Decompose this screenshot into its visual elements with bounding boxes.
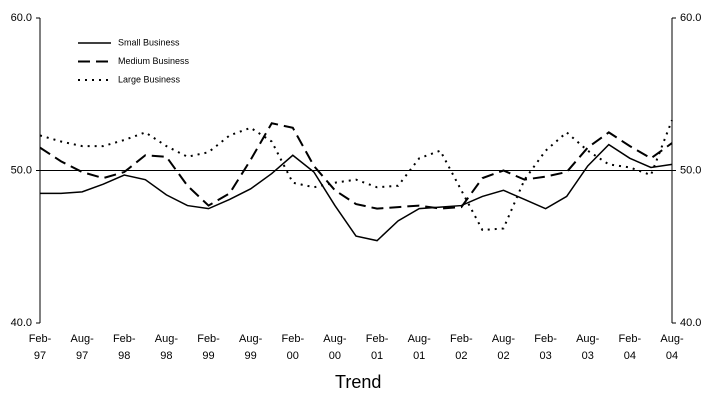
y-tick-label: 40.0 [11, 317, 32, 329]
series-line [39, 119, 673, 232]
chart-title: Trend [335, 372, 382, 392]
y-tick-label: 50.0 [11, 164, 32, 176]
x-tick-label: Aug-04 [660, 333, 684, 362]
x-tick-label: Feb-00 [281, 333, 305, 362]
x-tick-label: Aug-01 [407, 333, 431, 362]
x-tick-label: Feb-02 [450, 333, 473, 362]
x-tick-label: Aug-02 [491, 333, 516, 362]
series-line [39, 122, 673, 210]
legend-label: Small Business [118, 37, 180, 47]
legend-label: Medium Business [118, 56, 190, 66]
x-tick-label: Aug-03 [576, 333, 600, 362]
y2-tick-label: 50.0 [680, 164, 701, 176]
x-tick-label: Feb-01 [365, 333, 389, 362]
y-tick-label: 60.0 [11, 12, 32, 24]
x-tick-label: Feb-04 [618, 333, 642, 362]
x-tick-label: Aug-00 [323, 333, 347, 362]
x-tick-label: Feb-03 [534, 333, 557, 362]
y2-tick-label: 60.0 [680, 12, 701, 24]
x-tick-label: Feb-99 [197, 333, 220, 362]
x-tick-label: Aug-99 [239, 333, 263, 362]
x-tick-label: Aug-98 [154, 333, 179, 362]
x-tick-label: Aug-97 [70, 333, 94, 362]
x-tick-label: Feb-97 [28, 333, 52, 362]
legend-label: Large Business [118, 74, 181, 84]
series-line [40, 143, 673, 242]
x-tick-label: Feb-98 [112, 333, 136, 362]
y2-tick-label: 40.0 [680, 317, 701, 329]
